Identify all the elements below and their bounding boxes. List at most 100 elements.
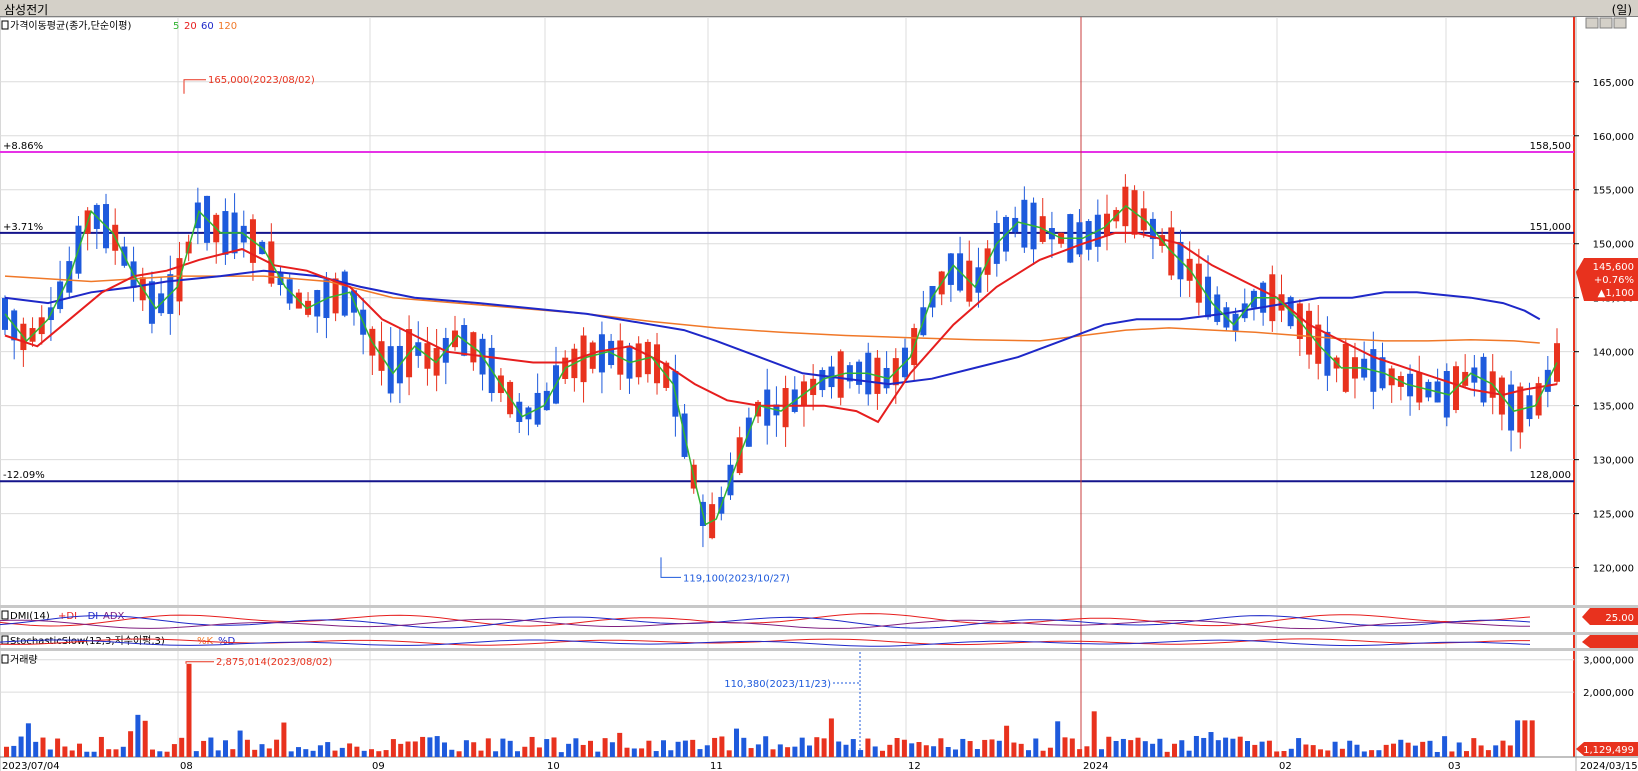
volume-bar xyxy=(1245,741,1250,757)
volume-bar xyxy=(909,743,915,757)
volume-bar xyxy=(1471,738,1477,757)
x-tick-label: 09 xyxy=(372,761,385,771)
volume-bar xyxy=(1303,744,1309,757)
volume-bar xyxy=(1084,746,1090,757)
volume-bar xyxy=(515,751,520,757)
stock-chart[interactable]: 가격이동평균(종가,단순이평) 5 20 60 120 +8.86% 158,50… xyxy=(0,17,1638,771)
volume-bar xyxy=(1230,738,1236,757)
panel-separator xyxy=(0,632,1638,635)
volume-bar xyxy=(1040,750,1046,757)
volume-bar xyxy=(843,744,849,757)
panel-separator xyxy=(0,648,1638,651)
volume-bar xyxy=(230,749,236,757)
volume-toggle-icon[interactable] xyxy=(1,654,9,664)
vol-tick-label: 2,000,000 xyxy=(1583,688,1634,699)
date-axis: 2023/07/04 08 09 10 11 12 2024 02 03 2024/03/15 xyxy=(2,761,1638,771)
volume-bar xyxy=(872,746,878,757)
volume-bar xyxy=(1464,751,1469,757)
volume-bar xyxy=(1310,745,1316,757)
volume-bar xyxy=(1266,740,1272,757)
stoch-d-legend: %D xyxy=(218,636,236,647)
volume-bar xyxy=(821,738,827,757)
volume-bar xyxy=(668,750,674,757)
volume-bar xyxy=(1507,745,1513,757)
volume-bar xyxy=(25,723,31,757)
volume-bar xyxy=(595,751,601,757)
volume-bar xyxy=(609,742,615,757)
volume-bar xyxy=(500,738,506,757)
price-panel-label: 가격이동평균(종가,단순이평) xyxy=(10,19,131,32)
volume-bar xyxy=(704,745,710,757)
volume-bar xyxy=(792,746,798,757)
volume-axis: 3,000,000 2,000,000 xyxy=(1583,656,1634,699)
volume-bar xyxy=(420,736,426,757)
volume-bar xyxy=(1485,750,1491,757)
volume-bar xyxy=(777,744,783,757)
volume-bar xyxy=(471,742,477,757)
volume-bar xyxy=(62,746,68,757)
volume-bar xyxy=(1047,747,1053,757)
volume-bar xyxy=(325,742,331,757)
volume-bar xyxy=(960,738,966,757)
candles xyxy=(2,174,1560,548)
volume-bar xyxy=(1412,745,1418,757)
volume-bar xyxy=(785,747,791,757)
volume-bar xyxy=(1128,740,1134,757)
volume-bar xyxy=(1077,749,1083,757)
volume-bar xyxy=(1296,738,1302,757)
volume-bar xyxy=(1237,736,1243,757)
volume-bar xyxy=(1223,737,1229,757)
period-unit[interactable]: (일) xyxy=(1611,3,1632,17)
volume-bar xyxy=(1026,750,1031,757)
stoch-toggle-icon[interactable] xyxy=(1,635,9,645)
volume-bars: 2,875,014(2023/08/02) 110,380(2023/11/23) xyxy=(4,652,1535,757)
ma120-legend: 120 xyxy=(218,21,237,32)
volume-bar xyxy=(1164,751,1170,757)
volume-bar xyxy=(551,737,557,757)
volume-bar xyxy=(1449,751,1455,757)
volume-bar xyxy=(1091,711,1097,757)
volume-bar xyxy=(288,751,294,757)
volume-bar xyxy=(799,737,805,757)
horizontal-lines: +8.86% 158,500 +3.71% 151,000 -12.09% 128,000 xyxy=(0,141,1574,483)
volume-bar xyxy=(1179,740,1185,757)
volume-bar xyxy=(91,751,97,757)
volume-bar xyxy=(1354,744,1360,757)
volume-bar xyxy=(493,751,499,757)
vol-mark-annotation: 110,380(2023/11/23) xyxy=(724,679,831,690)
volume-bar xyxy=(40,737,46,757)
volume-bar xyxy=(84,751,90,757)
volume-bar xyxy=(354,746,360,757)
volume-bar xyxy=(98,736,104,757)
volume-last-badge: 1,129,499 xyxy=(1576,742,1638,756)
volume-bar xyxy=(1515,720,1521,757)
volume-bar xyxy=(916,742,922,757)
volume-bar xyxy=(186,663,192,757)
volume-bar xyxy=(266,748,272,757)
y-tick-label: 150,000 xyxy=(1593,240,1634,251)
volume-bar xyxy=(1259,741,1265,757)
volume-bar xyxy=(1281,751,1287,757)
volume-bar xyxy=(1201,737,1207,757)
volume-bar xyxy=(303,749,309,757)
volume-bar xyxy=(1500,740,1506,757)
panel-toggle-icon[interactable] xyxy=(1,20,9,30)
volume-bar xyxy=(405,741,411,757)
moving-averages xyxy=(4,204,1558,526)
volume-bar xyxy=(1369,750,1375,757)
volume-bar xyxy=(1274,751,1280,757)
x-tick-label: 2024/03/15 xyxy=(1580,761,1638,771)
volume-bar xyxy=(47,749,53,757)
volume-bar xyxy=(1376,750,1382,757)
candle-body xyxy=(2,297,8,330)
zoom-buttons[interactable] xyxy=(1585,17,1627,29)
volume-bar xyxy=(179,737,185,757)
volume-bar xyxy=(967,741,973,757)
y-tick-label: 125,000 xyxy=(1593,510,1634,521)
volume-bar xyxy=(580,744,586,757)
volume-bar xyxy=(573,738,579,757)
reference-line-value: 158,500 xyxy=(1530,141,1571,152)
volume-bar xyxy=(1055,721,1061,757)
x-tick-label: 12 xyxy=(908,761,921,771)
dmi-toggle-icon[interactable] xyxy=(1,610,9,620)
